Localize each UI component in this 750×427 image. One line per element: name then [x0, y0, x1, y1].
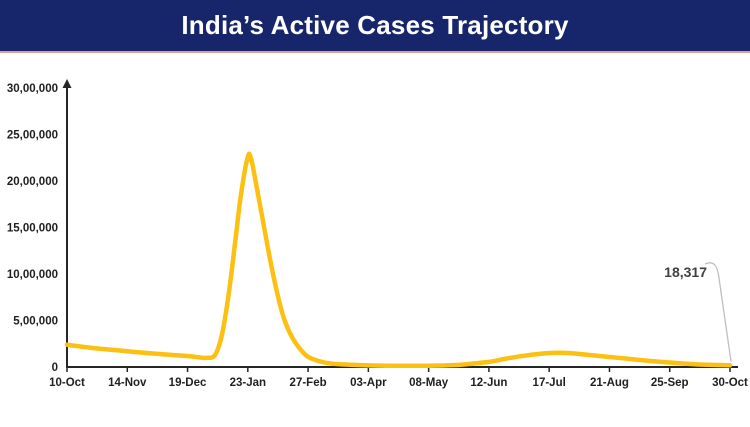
x-tick-label: 17-Jul [533, 377, 566, 389]
x-tick-label: 12-Jun [470, 377, 507, 389]
y-tick-label: 15,00,000 [7, 223, 58, 235]
x-tick-label: 27-Feb [290, 377, 327, 389]
header-banner: India’s Active Cases Trajectory [0, 0, 750, 53]
x-tick-label: 25-Sep [651, 377, 689, 389]
y-tick-label: 0 [52, 362, 58, 374]
x-tick-label: 03-Apr [350, 377, 387, 389]
x-tick-label: 10-Oct [49, 377, 85, 389]
x-tick-label: 30-Oct [712, 377, 748, 389]
annotation-leader-line [704, 262, 732, 362]
x-tick-label: 23-Jan [230, 377, 266, 389]
x-tick-label: 19-Dec [169, 377, 207, 389]
active-cases-line [64, 151, 733, 369]
x-tick-label: 08-May [409, 377, 449, 389]
y-tick-label: 20,00,000 [7, 176, 58, 188]
annotation-label: 18,317 [664, 264, 707, 280]
x-tick-label: 21-Aug [590, 377, 629, 389]
y-tick-label: 10,00,000 [7, 269, 58, 281]
x-tick-label: 14-Nov [108, 377, 147, 389]
y-tick-label: 30,00,000 [7, 83, 58, 95]
y-tick-label: 5,00,000 [13, 316, 58, 328]
y-axis-arrow [62, 79, 72, 88]
page-title: India’s Active Cases Trajectory [181, 10, 569, 40]
y-tick-label: 25,00,000 [7, 130, 58, 142]
